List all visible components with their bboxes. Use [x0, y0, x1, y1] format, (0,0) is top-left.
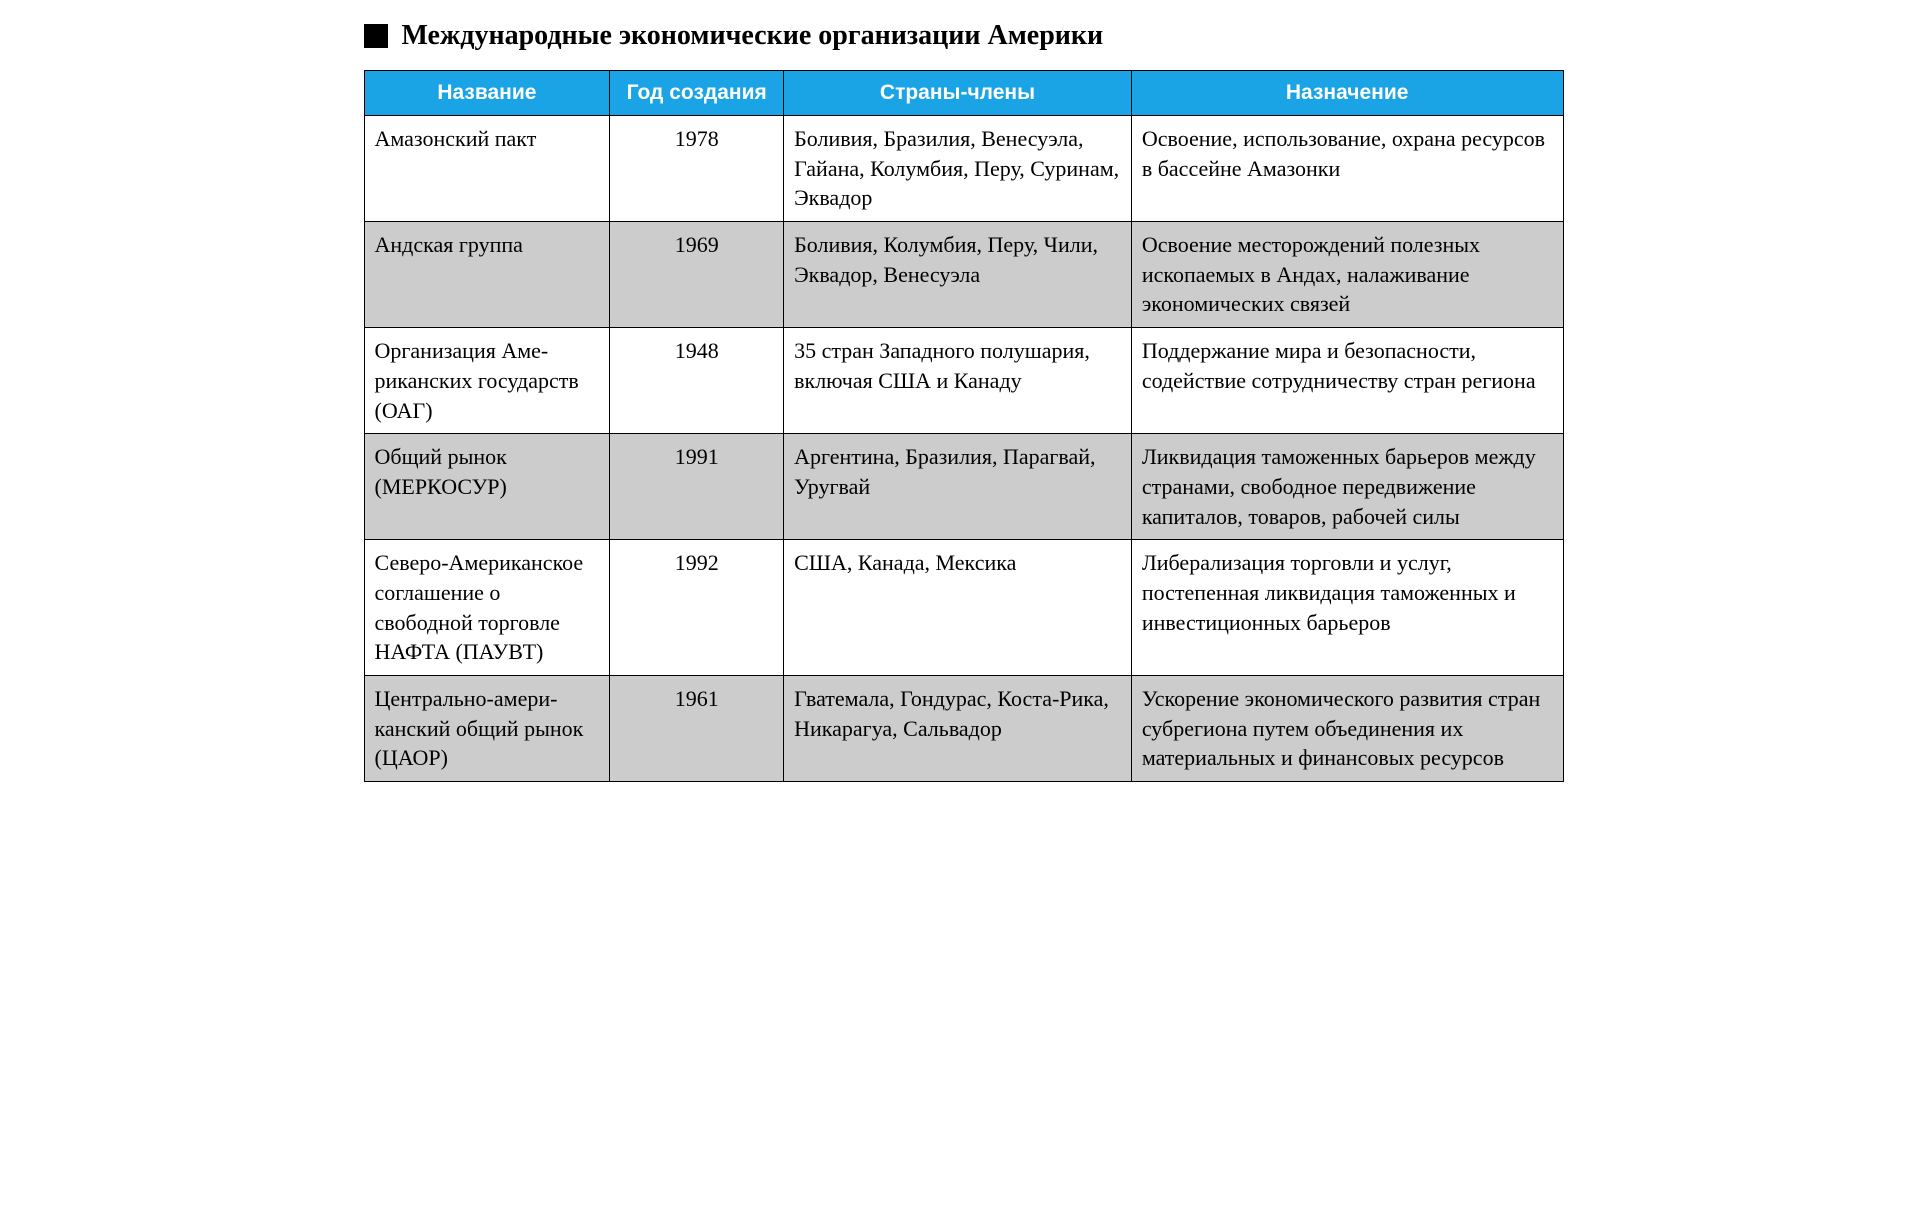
- cell-members: США, Канада, Мексика: [784, 540, 1132, 676]
- title-marker-icon: [364, 24, 388, 48]
- cell-members: Боливия, Колумбия, Перу, Чили, Эквадор, …: [784, 222, 1132, 328]
- table-row: Общий рынок (МЕРКОСУР) 1991 Аргентина, Б…: [364, 434, 1563, 540]
- cell-year: 1992: [610, 540, 784, 676]
- cell-name: Амазонский пакт: [364, 116, 610, 222]
- cell-purpose: Ликвидация таможенных барь­еров между ст…: [1131, 434, 1563, 540]
- page-title: Международные экономические организации …: [402, 20, 1104, 52]
- cell-name: Общий рынок (МЕРКОСУР): [364, 434, 610, 540]
- cell-name: Андская группа: [364, 222, 610, 328]
- cell-purpose: Освоение месторождений полез­ных ископае…: [1131, 222, 1563, 328]
- cell-year: 1961: [610, 676, 784, 782]
- col-header-name: Название: [364, 71, 610, 116]
- title-row: Международные экономические организации …: [364, 20, 1564, 52]
- cell-purpose: Освоение, использование, ох­рана ресурсо…: [1131, 116, 1563, 222]
- cell-members: Боливия, Бразилия, Вене­суэла, Гайана, К…: [784, 116, 1132, 222]
- organizations-table: Название Год создания Страны-члены Назна…: [364, 70, 1564, 782]
- cell-members: Аргентина, Бразилия, Па­рагвай, Уругвай: [784, 434, 1132, 540]
- cell-purpose: Поддержание мира и безопас­ности, содейс…: [1131, 328, 1563, 434]
- cell-year: 1969: [610, 222, 784, 328]
- page-container: Международные экономические организации …: [364, 20, 1564, 782]
- cell-name: Организация Аме­риканских госу­дарств (О…: [364, 328, 610, 434]
- table-header: Название Год создания Страны-члены Назна…: [364, 71, 1563, 116]
- cell-members: Гватемала, Гондурас, Кос­та-Рика, Никара…: [784, 676, 1132, 782]
- table-body: Амазонский пакт 1978 Боливия, Бразилия, …: [364, 116, 1563, 782]
- col-header-members: Страны-члены: [784, 71, 1132, 116]
- cell-year: 1948: [610, 328, 784, 434]
- table-header-row: Название Год создания Страны-члены Назна…: [364, 71, 1563, 116]
- cell-purpose: Ускорение экономического раз­вития стран…: [1131, 676, 1563, 782]
- table-row: Амазонский пакт 1978 Боливия, Бразилия, …: [364, 116, 1563, 222]
- table-row: Центрально-амери­канский общий ры­нок (Ц…: [364, 676, 1563, 782]
- table-row: Организация Аме­риканских госу­дарств (О…: [364, 328, 1563, 434]
- col-header-year: Год создания: [610, 71, 784, 116]
- cell-year: 1978: [610, 116, 784, 222]
- cell-year: 1991: [610, 434, 784, 540]
- cell-name: Северо-Американ­ское соглашение о свобод…: [364, 540, 610, 676]
- table-row: Северо-Американ­ское соглашение о свобод…: [364, 540, 1563, 676]
- cell-name: Центрально-амери­канский общий ры­нок (Ц…: [364, 676, 610, 782]
- cell-purpose: Либерализация торговли и услуг, постепен…: [1131, 540, 1563, 676]
- table-row: Андская группа 1969 Боливия, Колумбия, П…: [364, 222, 1563, 328]
- cell-members: 35 стран Западного по­лушария, включая С…: [784, 328, 1132, 434]
- col-header-purpose: Назначение: [1131, 71, 1563, 116]
